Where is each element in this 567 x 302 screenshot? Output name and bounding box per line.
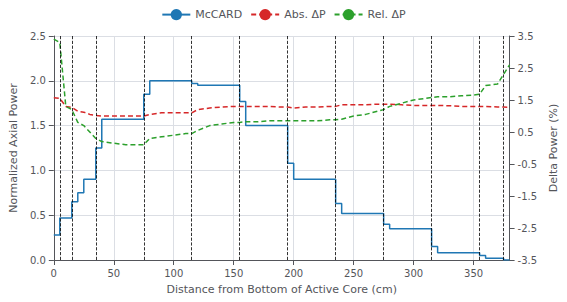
- svg-text:100: 100: [164, 268, 183, 279]
- svg-text:3.5: 3.5: [518, 31, 534, 42]
- svg-text:1.5: 1.5: [30, 120, 46, 131]
- svg-text:Delta Power (%): Delta Power (%): [547, 104, 560, 193]
- svg-text:2.0: 2.0: [30, 75, 46, 86]
- svg-text:1.5: 1.5: [518, 95, 534, 106]
- svg-text:Abs. ΔP: Abs. ΔP: [284, 8, 326, 21]
- svg-text:2.5: 2.5: [518, 63, 534, 74]
- svg-text:150: 150: [224, 268, 243, 279]
- svg-text:350: 350: [464, 268, 483, 279]
- svg-text:0.5: 0.5: [30, 210, 46, 221]
- svg-text:Rel. ΔP: Rel. ΔP: [368, 8, 406, 21]
- svg-text:1.0: 1.0: [30, 165, 46, 176]
- svg-text:0: 0: [51, 268, 57, 279]
- svg-text:-0.5: -0.5: [518, 159, 538, 170]
- svg-text:-3.5: -3.5: [518, 255, 538, 266]
- svg-text:-1.5: -1.5: [518, 191, 538, 202]
- svg-text:McCARD: McCARD: [195, 8, 242, 21]
- svg-text:0.5: 0.5: [518, 127, 534, 138]
- svg-text:2.5: 2.5: [30, 31, 46, 42]
- svg-text:0.0: 0.0: [30, 255, 46, 266]
- svg-text:300: 300: [404, 268, 423, 279]
- svg-text:-2.5: -2.5: [518, 223, 538, 234]
- svg-text:250: 250: [344, 268, 363, 279]
- svg-text:50: 50: [107, 268, 120, 279]
- svg-text:Normalized Axial Power: Normalized Axial Power: [7, 83, 20, 213]
- svg-text:200: 200: [284, 268, 303, 279]
- svg-text:Distance from Bottom of Active: Distance from Bottom of Active Core (cm): [166, 283, 396, 296]
